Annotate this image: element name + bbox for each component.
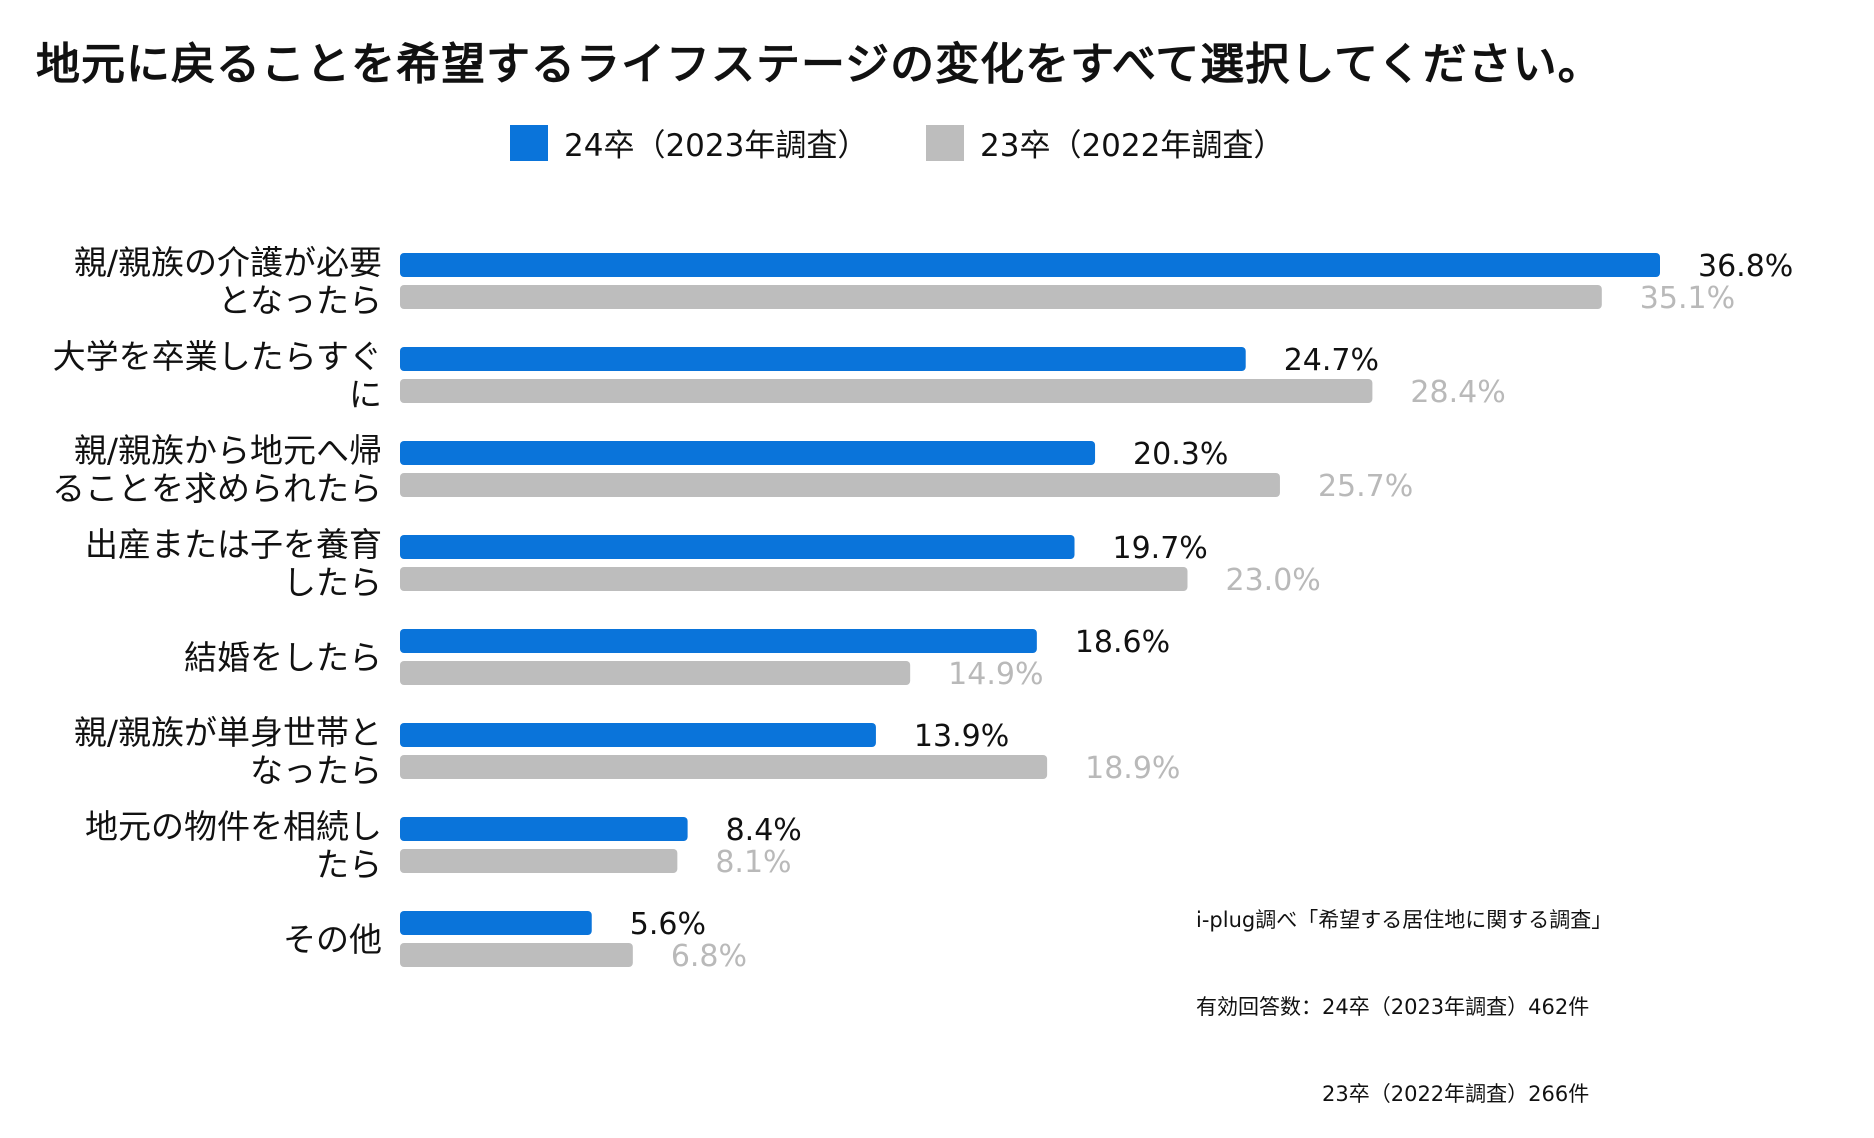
category-label: 出産または子を養育 [85,525,382,564]
category-label: その他 [283,920,382,959]
category-label: 親/親族から地元へ帰 [74,431,382,470]
bar-23 [400,849,678,873]
source-note: i-plug調べ「希望する居住地に関する調査」 有効回答数：24卒（2023年調… [1196,848,1612,1138]
legend-item-23: 23卒（2022年調査） [926,120,1284,165]
bar-23 [400,943,633,967]
bar-24 [400,347,1246,371]
value-label-24: 36.8% [1698,249,1793,284]
bar-23 [400,473,1280,497]
source-note-line-1: i-plug調べ「希望する居住地に関する調査」 [1196,908,1613,932]
category-label: 地元の物件を相続し [85,807,382,846]
value-label-23: 23.0% [1226,563,1321,598]
value-label-23: 35.1% [1640,281,1735,316]
bar-24 [400,817,688,841]
source-note-line-3: 23卒（2022年調査）266件 [1196,1082,1590,1106]
value-label-23: 6.8% [671,939,747,974]
category-label: 大学を卒業したらすぐ [53,337,382,376]
legend-label-24: 24卒（2023年調査） [564,128,869,164]
bar-24 [400,253,1660,277]
category-label: に [349,375,382,414]
value-label-24: 13.9% [914,719,1009,754]
bar-23 [400,661,911,685]
bar-23 [400,567,1188,591]
bar-23 [400,285,1602,309]
legend-swatch-23 [926,124,964,161]
category-label: したら [283,563,382,602]
bar-24 [400,441,1096,465]
legend-swatch-24 [510,124,548,161]
value-label-24: 5.6% [630,907,706,942]
category-label: 結婚をしたら [184,638,382,677]
value-label-23: 25.7% [1318,469,1413,504]
legend-label-23: 23卒（2022年調査） [980,128,1285,164]
value-label-23: 14.9% [948,657,1043,692]
value-label-24: 20.3% [1133,437,1228,472]
value-label-23: 18.9% [1085,751,1180,786]
bar-24 [400,911,592,935]
bar-24 [400,723,876,747]
bar-24 [400,629,1037,653]
value-label-24: 18.6% [1075,625,1170,660]
category-label: ることを求められたら [52,469,382,508]
category-label: 親/親族の介護が必要 [74,243,382,282]
value-label-24: 19.7% [1113,531,1208,566]
chart-title: 地元に戻ることを希望するライフステージの変化をすべて選択してください。 [36,39,1603,90]
source-note-line-2: 有効回答数：24卒（2023年調査）462件 [1196,995,1590,1019]
value-label-24: 24.7% [1284,343,1379,378]
category-label: となったら [218,281,382,320]
category-label: たら [316,845,382,884]
bar-23 [400,755,1048,779]
bar-23 [400,379,1373,403]
value-label-23: 8.1% [715,845,791,880]
value-label-23: 28.4% [1410,375,1505,410]
legend-item-24: 24卒（2023年調査） [510,120,868,165]
category-label: 親/親族が単身世帯と [74,713,382,752]
category-label: なったら [250,751,382,790]
bar-24 [400,535,1075,559]
value-label-24: 8.4% [726,813,802,848]
